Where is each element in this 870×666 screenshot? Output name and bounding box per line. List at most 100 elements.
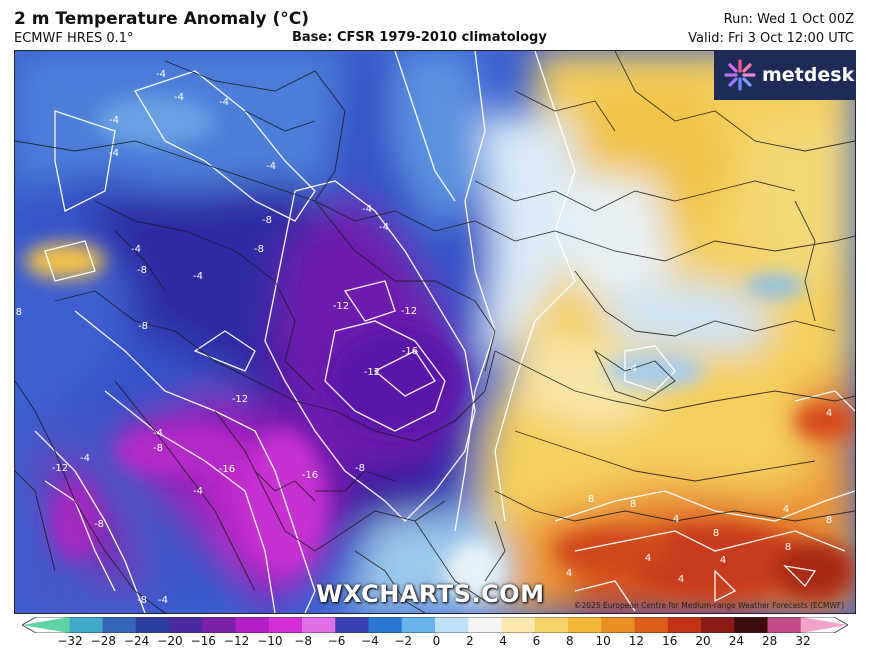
colorbar-cell	[335, 617, 369, 633]
run-time-label: Run: Wed 1 Oct 00Z	[723, 12, 854, 27]
contour-labels: -4 -4 -4 -4 -4 -4 -8 -8 -4 -4 -4 -8 -8 -4 -12 -12 -16 -12…	[15, 69, 832, 606]
model-label: ECMWF HRES 0.1°	[14, 31, 134, 46]
colorbar	[22, 617, 848, 633]
contour-label: -8	[254, 244, 264, 255]
colorbar-tick-label: −8	[294, 634, 313, 648]
colorbar-cell	[102, 617, 137, 633]
contour-label: -4	[219, 97, 229, 108]
contour-label: 8	[588, 494, 594, 505]
contour-label: 4	[566, 568, 572, 579]
colorbar-tick-label: 12	[628, 634, 645, 648]
colorbar-cell	[22, 617, 70, 633]
contour-label: -4	[627, 363, 637, 374]
contour-label: -12	[232, 394, 248, 405]
metdesk-logo-text: metdesk	[762, 64, 855, 86]
contour-label: -4	[362, 204, 372, 215]
colorbar-tick-label: 32	[795, 634, 811, 648]
contour-label: -4	[109, 115, 119, 126]
colorbar-tick-label: −10	[257, 634, 283, 648]
contour-label: -4	[153, 428, 163, 439]
contour-label: -16	[219, 464, 235, 475]
colorbar-ticks: −32 −28 −24 −20 −16 −12 −10 −8 −6 −4 −2 0 2 4 6 8 10 12 16…	[0, 634, 870, 654]
colorbar-cell	[268, 617, 303, 633]
contour-label: 8	[826, 515, 832, 526]
contour-label: -4	[156, 69, 166, 80]
contour-label: -8	[94, 519, 104, 530]
chart-title: 2 m Temperature Anomaly (°C)	[14, 9, 310, 29]
contour-label: -4	[174, 92, 184, 103]
ecmwf-copyright: ©2025 European Centre for Medium-range W…	[574, 601, 845, 610]
colorbar-tick-label: −12	[223, 634, 250, 648]
metdesk-logo: metdesk	[714, 50, 856, 100]
contour-label: -12	[364, 367, 380, 378]
colorbar-cell	[701, 617, 735, 633]
colorbar-tick-label: 8	[565, 634, 574, 648]
contour-label: -8	[137, 265, 147, 276]
contour-label: -4	[266, 161, 276, 172]
metdesk-star-icon	[724, 59, 756, 91]
contour-label: -12	[401, 306, 417, 317]
colorbar-cell	[568, 617, 602, 633]
colorbar-tick-label: −2	[394, 634, 413, 648]
colorbar-tick-label: −4	[361, 634, 379, 648]
colorbar-cell	[634, 617, 669, 633]
contour-label: -4	[193, 271, 203, 282]
colorbar-tick-label: −32	[57, 634, 83, 648]
colorbar-tick-label: −24	[123, 634, 150, 648]
colorbar-tick-label: −16	[190, 634, 216, 648]
contour-label: -8	[138, 321, 148, 332]
colorbar-tick-label: −6	[327, 634, 346, 648]
colorbar-cell	[401, 617, 436, 633]
contour-label: -8	[262, 215, 272, 226]
contour-label: -4	[158, 595, 168, 606]
colorbar-cell	[501, 617, 536, 633]
colorbar-cell	[202, 617, 236, 633]
colorbar-cell	[468, 617, 502, 633]
contour-label: -8	[355, 463, 365, 474]
contour-label: 4	[645, 553, 651, 564]
colorbar-tick-label: 0	[432, 634, 441, 648]
contour-label: 4	[673, 514, 679, 525]
valid-time-label: Valid: Fri 3 Oct 12:00 UTC	[688, 31, 854, 46]
colorbar-cell	[734, 617, 768, 633]
colorbar-cell	[601, 617, 635, 633]
contour-label: -4	[193, 486, 203, 497]
colorbar-tick-label: 2	[465, 634, 474, 648]
contour-label: 8	[785, 542, 791, 553]
contour-label: -4	[109, 148, 119, 159]
contour-label: -16	[302, 470, 318, 481]
contour-label: -8	[15, 307, 22, 318]
colorbar-cell	[368, 617, 403, 633]
colorbar-cell	[69, 617, 103, 633]
colorbar-tick-label: 4	[499, 634, 507, 648]
contour-label: 8	[713, 528, 719, 539]
contour-label: 4	[783, 504, 789, 515]
colorbar-cell	[767, 617, 802, 633]
contour-label: -4	[80, 453, 90, 464]
contour-label: -8	[153, 443, 163, 454]
contour-label: 4	[720, 555, 726, 566]
contour-label: 4	[678, 574, 684, 585]
contour-label: -12	[52, 463, 68, 474]
contour-label: -8	[137, 595, 147, 606]
colorbar-cell	[800, 617, 848, 633]
contour-label: -4	[131, 244, 141, 255]
colorbar-tick-label: −20	[157, 634, 183, 648]
colorbar-tick-label: 10	[595, 634, 611, 648]
colorbar-cell	[169, 617, 203, 633]
colorbar-cell	[235, 617, 270, 633]
wxcharts-watermark: WXCHARTS.COM	[316, 580, 545, 608]
anomaly-map[interactable]: -4 -4 -4 -4 -4 -4 -8 -8 -4 -4 -4 -8 -8 -4 -12 -12 -16 -12…	[14, 50, 856, 614]
colorbar-cell	[135, 617, 170, 633]
base-climatology-label: Base: CFSR 1979-2010 climatology	[292, 30, 547, 45]
colorbar-tick-label: 24	[728, 634, 744, 648]
colorbar-cell	[435, 617, 469, 633]
contour-label: -16	[402, 346, 418, 357]
map-canvas: -4 -4 -4 -4 -4 -4 -8 -8 -4 -4 -4 -8 -8 -4 -12 -12 -16 -12…	[15, 51, 855, 613]
colorbar-cell	[667, 617, 702, 633]
colorbar-tick-label: 16	[662, 634, 678, 648]
colorbar-tick-label: 28	[762, 634, 778, 648]
colorbar-tick-label: −28	[90, 634, 116, 648]
colorbar-cell	[534, 617, 569, 633]
colorbar-cell	[302, 617, 336, 633]
